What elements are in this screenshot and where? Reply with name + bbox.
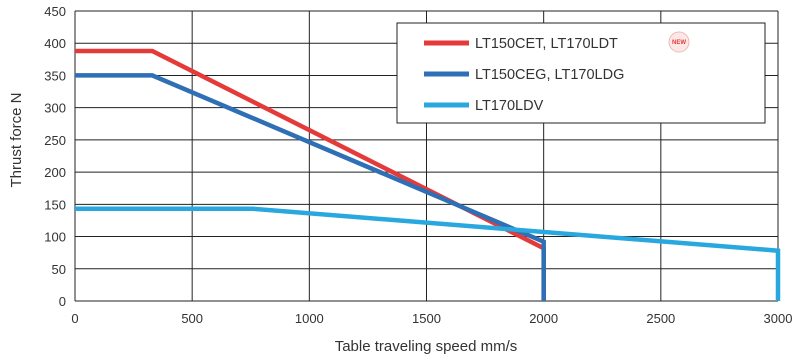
y-tick-label: 350 — [44, 68, 66, 83]
x-tick-label: 1500 — [412, 311, 441, 326]
legend-label-3: LT170LDV — [475, 98, 544, 114]
y-tick-label: 0 — [59, 294, 66, 309]
legend-label-1: LT150CET, LT170LDT — [475, 36, 618, 52]
y-tick-label: 200 — [44, 165, 66, 180]
x-tick-label: 0 — [71, 311, 78, 326]
x-tick-label: 1000 — [295, 311, 324, 326]
y-tick-label: 100 — [44, 230, 66, 245]
y-tick-label: 450 — [44, 4, 66, 19]
x-axis-title: Table traveling speed mm/s — [335, 338, 518, 355]
x-tick-label: 2500 — [646, 311, 675, 326]
x-tick-label: 2000 — [529, 311, 558, 326]
y-tick-label: 400 — [44, 36, 66, 51]
new-badge-icon — [668, 31, 690, 53]
new-badge-label: NEW — [672, 40, 686, 46]
y-tick-label: 50 — [52, 262, 66, 277]
series-line-2 — [75, 73, 546, 301]
grid — [74, 10, 779, 302]
y-tick-label: 250 — [44, 133, 66, 148]
axes: 0 50 100 150 200 250 300 350 400 450 0 500 1000 1500 2… — [44, 4, 792, 326]
x-tick-label: 3000 — [764, 311, 793, 326]
legend: LT150CET, LT170LDT NEW LT150CEG, LT170LDG L… — [396, 22, 766, 124]
y-axis-title: Thrust force N — [8, 92, 25, 187]
series-lines — [75, 48, 781, 301]
y-tick-label: 300 — [44, 101, 66, 116]
x-tick-label: 500 — [181, 311, 203, 326]
legend-label-2: LT150CEG, LT170LDG — [475, 67, 624, 83]
series-line-3 — [75, 206, 781, 301]
y-tick-label: 150 — [44, 197, 66, 212]
